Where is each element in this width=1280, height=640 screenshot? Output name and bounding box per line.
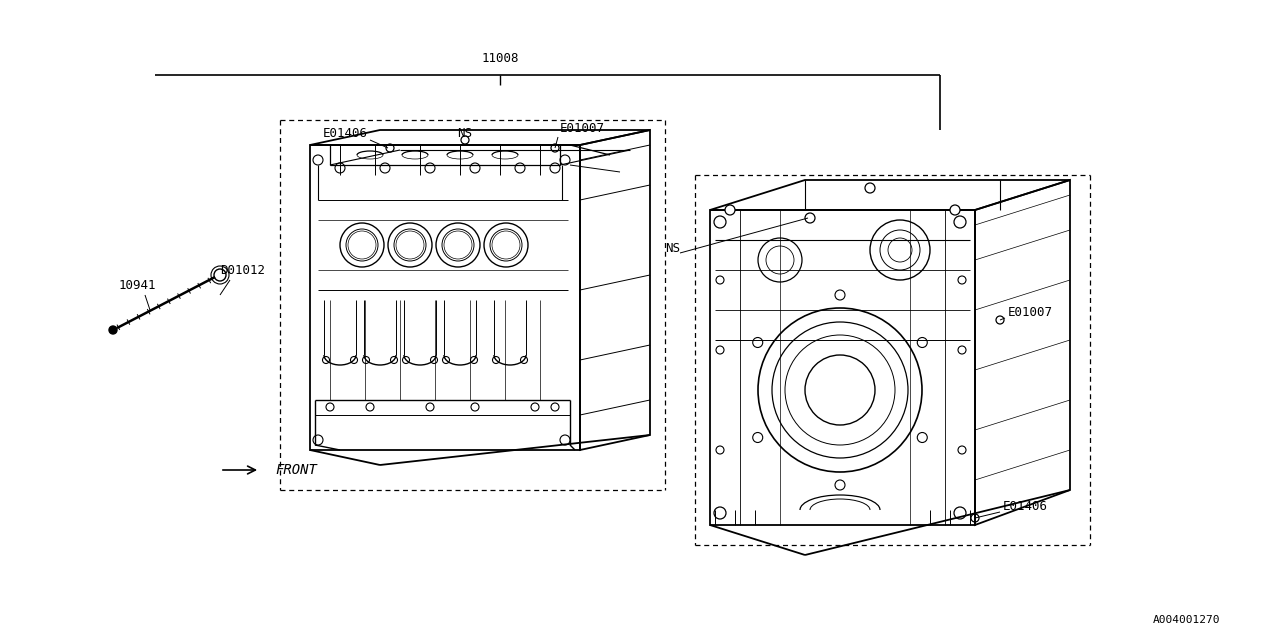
- Text: NS: NS: [666, 241, 680, 255]
- Text: FRONT: FRONT: [275, 463, 317, 477]
- Text: D01012: D01012: [220, 264, 265, 276]
- Circle shape: [950, 205, 960, 215]
- Text: E01007: E01007: [561, 122, 605, 134]
- Circle shape: [724, 205, 735, 215]
- Text: 11008: 11008: [481, 51, 518, 65]
- Text: 10941: 10941: [119, 278, 156, 291]
- Text: E01406: E01406: [1004, 500, 1048, 513]
- Text: E01007: E01007: [1009, 305, 1053, 319]
- Text: A004001270: A004001270: [1152, 615, 1220, 625]
- Text: NS: NS: [457, 127, 472, 140]
- Circle shape: [109, 326, 116, 334]
- Text: E01406: E01406: [323, 127, 367, 140]
